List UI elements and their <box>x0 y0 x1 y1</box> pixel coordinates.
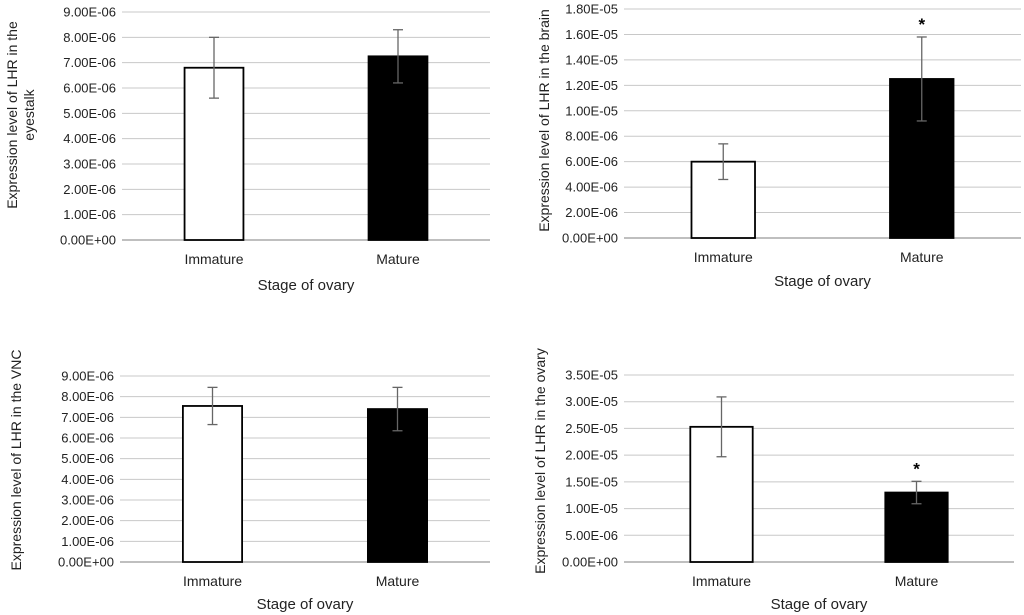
y-tick-label: 4.00E-06 <box>63 131 116 146</box>
y-axis-title-wrap: Expression level of LHR in the eyestalk <box>4 0 44 245</box>
y-tick-label: 1.20E-05 <box>565 78 618 93</box>
y-tick-label: 6.00E-06 <box>63 81 116 96</box>
significance-marker: * <box>913 459 920 478</box>
y-tick-label: 1.00E-06 <box>63 207 116 222</box>
y-tick-label: 3.00E-05 <box>565 394 618 409</box>
x-axis-title: Stage of ovary <box>257 596 354 613</box>
y-axis-title-wrap: Expression level of LHR in the ovary <box>532 320 556 585</box>
x-tick-label: Immature <box>692 573 751 589</box>
y-tick-label: 8.00E-06 <box>565 129 618 144</box>
y-tick-label: 2.00E-06 <box>61 513 114 528</box>
y-tick-label: 1.00E-06 <box>61 534 114 549</box>
y-tick-label: 4.00E-06 <box>61 472 114 487</box>
y-tick-label: 0.00E+00 <box>58 555 114 570</box>
y-axis-title-wrap: Expression level of LHR in the brain <box>536 0 560 245</box>
y-tick-label: 2.00E-06 <box>63 182 116 197</box>
bar-chart: 0.00E+00 2.00E-06 4.00E-06 6.00E-06 8.00E-06… <box>562 2 1021 290</box>
y-tick-label: 9.00E-06 <box>63 5 116 20</box>
y-tick-label: 3.50E-05 <box>565 368 618 383</box>
bar-chart: 0.00E+00 1.00E-06 2.00E-06 3.00E-06 4.00E-06… <box>58 369 490 613</box>
x-tick-label: Mature <box>376 573 420 589</box>
bar-chart: 0.00E+00 1.00E-06 2.00E-06 3.00E-06 4.00E-06… <box>60 5 490 294</box>
y-tick-label: 3.00E-06 <box>61 493 114 508</box>
y-tick-label: 0.00E+00 <box>562 231 618 246</box>
y-axis-title: Expression level of LHR in the brain <box>536 9 552 232</box>
x-tick-label: Immature <box>694 249 753 265</box>
y-axis-title: Expression level of LHR in the ovary <box>532 348 548 574</box>
y-tick-label: 5.00E-06 <box>61 451 114 466</box>
x-tick-label: Mature <box>895 573 939 589</box>
y-tick-label: 5.00E-06 <box>565 528 618 543</box>
significance-marker: * <box>918 15 925 34</box>
y-tick-label: 3.00E-06 <box>63 157 116 172</box>
bar-chart: 0.00E+00 5.00E-06 1.00E-05 1.50E-05 2.00E-05… <box>562 368 1014 613</box>
y-tick-label: 8.00E-06 <box>61 389 114 404</box>
x-tick-label: Immature <box>184 251 243 267</box>
y-tick-label: 9.00E-06 <box>61 369 114 384</box>
y-tick-label: 6.00E-06 <box>61 431 114 446</box>
bar <box>367 55 429 241</box>
chart-panel-ovary: Expression level of LHR in the ovary 0.0… <box>512 320 1024 615</box>
y-axis-title: Expression level of LHR in the VNC <box>8 349 24 571</box>
x-tick-label: Mature <box>376 251 420 267</box>
y-tick-label: 2.00E-06 <box>565 205 618 220</box>
bar <box>181 405 243 563</box>
y-tick-label: 2.50E-05 <box>565 421 618 436</box>
y-tick-label: 7.00E-06 <box>61 410 114 425</box>
chart-panel-vnc: Expression level of LHR in the VNC 0.00E… <box>0 320 512 615</box>
y-tick-label: 1.80E-05 <box>565 2 618 17</box>
y-tick-label: 5.00E-06 <box>63 106 116 121</box>
chart-panel-brain: Expression level of LHR in the brain 0.0… <box>512 0 1024 300</box>
y-tick-label: 6.00E-06 <box>565 154 618 169</box>
y-tick-label: 0.00E+00 <box>562 555 618 570</box>
y-axis-title: Expression level of LHR in the eyestalk <box>4 21 37 209</box>
y-tick-label: 0.00E+00 <box>60 233 116 248</box>
y-axis-title-wrap: Expression level of LHR in the VNC <box>8 320 32 580</box>
x-tick-label: Immature <box>183 573 242 589</box>
x-axis-title: Stage of ovary <box>771 596 868 613</box>
y-tick-label: 7.00E-06 <box>63 55 116 70</box>
y-tick-label: 1.00E-05 <box>565 501 618 516</box>
y-tick-label: 1.60E-05 <box>565 27 618 42</box>
x-axis-title: Stage of ovary <box>258 277 355 294</box>
y-tick-label: 1.50E-05 <box>565 474 618 489</box>
bar <box>366 408 428 563</box>
y-tick-label: 8.00E-06 <box>63 30 116 45</box>
x-tick-label: Mature <box>900 249 944 265</box>
y-tick-label: 2.00E-05 <box>565 448 618 463</box>
y-tick-label: 1.40E-05 <box>565 52 618 67</box>
y-tick-label: 1.00E-05 <box>565 103 618 118</box>
y-tick-label: 4.00E-06 <box>565 180 618 195</box>
chart-panel-eyestalk: Expression level of LHR in the eyestalk … <box>0 0 512 300</box>
x-axis-title: Stage of ovary <box>774 273 871 290</box>
